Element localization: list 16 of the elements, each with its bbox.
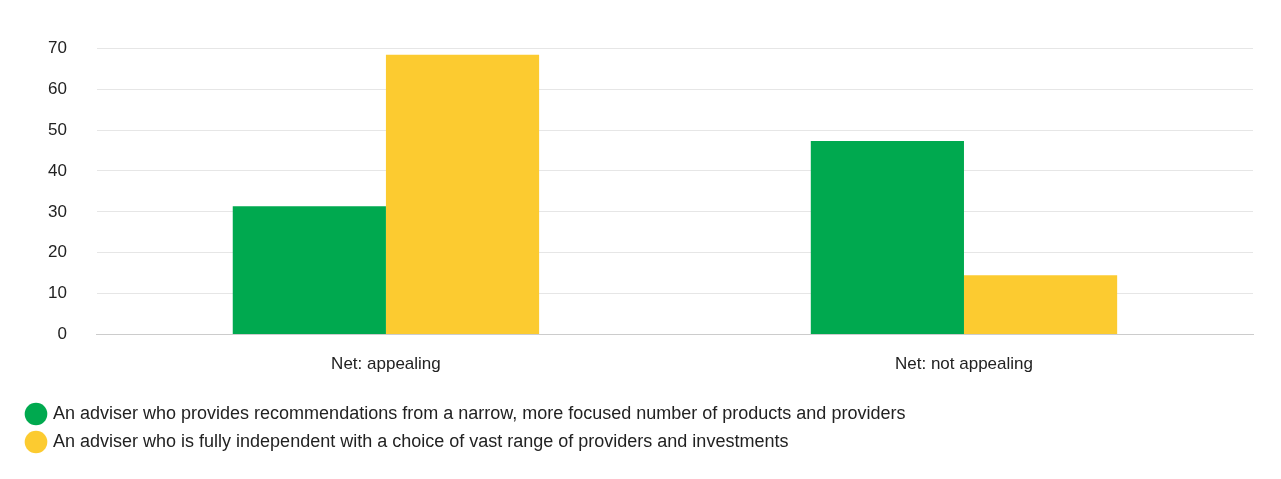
bar bbox=[810, 141, 964, 335]
y-tick-label: 30 bbox=[47, 201, 67, 221]
legend-label: An adviser who provides recommendations from a narrow, more focused number of products and providers bbox=[53, 402, 906, 423]
y-tick-label: 20 bbox=[47, 242, 67, 262]
x-tick-label: Net: not appealing bbox=[894, 354, 1033, 374]
x-tick-label: Net: appealing bbox=[331, 354, 441, 374]
y-tick-label: 40 bbox=[47, 160, 67, 180]
bar bbox=[385, 54, 540, 335]
bar bbox=[232, 206, 386, 335]
y-tick-label: 70 bbox=[47, 37, 67, 57]
y-tick-label: 50 bbox=[47, 119, 67, 139]
y-tick-label: 10 bbox=[47, 283, 67, 303]
bar bbox=[963, 275, 1118, 335]
y-tick-label: 60 bbox=[47, 78, 67, 98]
y-tick-label: 0 bbox=[57, 324, 67, 344]
legend-label: An adviser who is fully independent with a choice of vast range of providers and investments bbox=[53, 430, 789, 451]
